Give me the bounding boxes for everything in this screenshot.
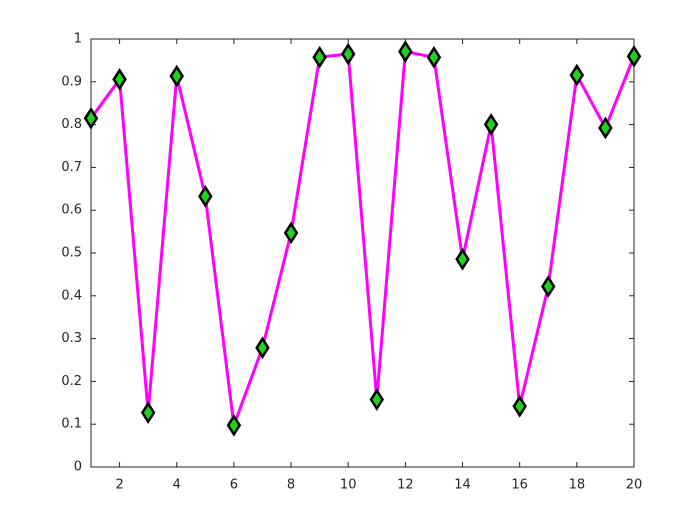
- y-tick-label: 0.5: [61, 246, 82, 261]
- marker: [112, 67, 127, 91]
- marker: [626, 45, 642, 68]
- marker: [455, 247, 470, 271]
- marker: [398, 40, 413, 63]
- x-tick-label: 6: [230, 478, 238, 493]
- marker: [340, 42, 356, 66]
- marker: [169, 64, 184, 88]
- y-tick-label: 0.8: [61, 117, 82, 132]
- x-tick-label: 16: [511, 478, 528, 493]
- y-tick-label: 0.4: [61, 288, 82, 303]
- y-tick-label: 0.9: [61, 74, 82, 89]
- marker: [541, 275, 556, 298]
- marker: [83, 106, 99, 130]
- marker: [426, 45, 442, 69]
- y-tick-label: 0.2: [61, 374, 82, 389]
- x-tick-label: 18: [569, 478, 586, 493]
- x-tick-label: 12: [397, 478, 414, 493]
- marker: [369, 388, 385, 411]
- marker: [255, 336, 270, 360]
- marker: [512, 394, 527, 418]
- y-tick-label: 0.1: [61, 417, 82, 432]
- y-tick-label: 1: [74, 32, 82, 47]
- marker: [198, 185, 213, 208]
- y-tick-label: 0: [74, 460, 82, 475]
- y-tick-label: 0.3: [61, 331, 82, 346]
- x-tick-label: 10: [340, 478, 357, 493]
- axes-box: [90, 38, 635, 468]
- y-tick-label: 0.6: [61, 203, 82, 218]
- x-tick-label: 8: [287, 478, 295, 493]
- marker: [226, 413, 242, 437]
- x-tick-label: 4: [173, 478, 181, 493]
- marker: [569, 63, 585, 87]
- marker: [598, 116, 613, 140]
- x-tick-label: 14: [454, 478, 471, 493]
- x-tick-label: 20: [626, 478, 643, 493]
- line: [89, 50, 636, 427]
- marker: [140, 401, 156, 424]
- x-tick-label: 2: [115, 478, 123, 493]
- marker: [283, 221, 299, 245]
- marker: [483, 113, 499, 136]
- y-tick-label: 0.7: [61, 160, 82, 175]
- marker: [312, 45, 327, 69]
